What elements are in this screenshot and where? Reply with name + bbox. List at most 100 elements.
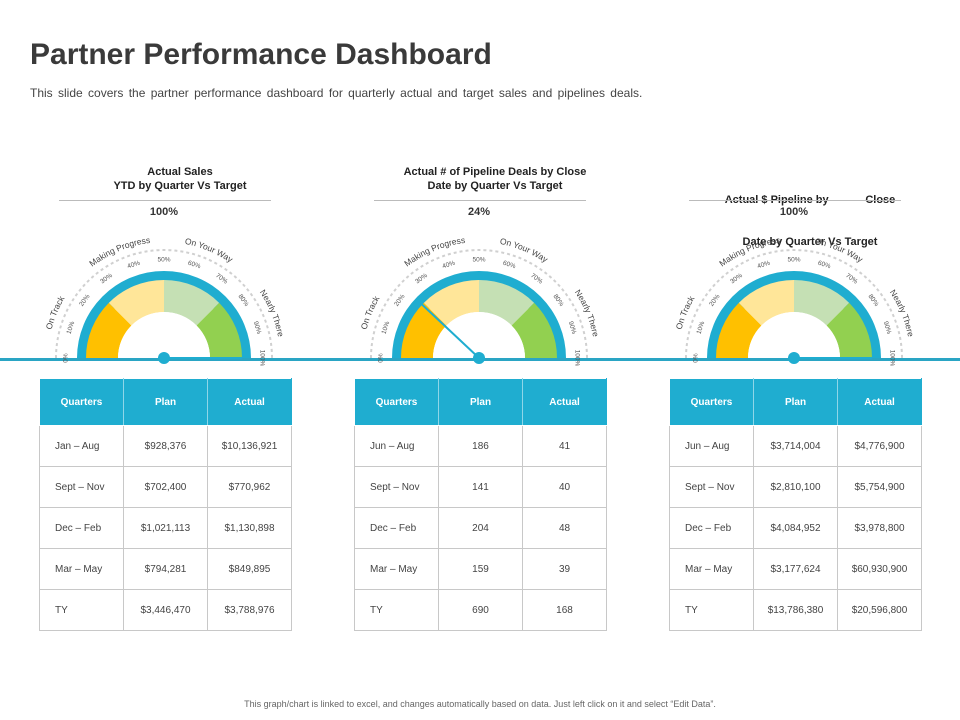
gauge-tick-label: 60% bbox=[502, 260, 517, 271]
gauge-needle-hub bbox=[158, 352, 170, 364]
table-row: Jan – Aug $928,376 $10,136,921 bbox=[39, 425, 292, 467]
gauge-dashed-arc bbox=[370, 249, 588, 359]
table-cell: $2,810,100 bbox=[753, 466, 838, 508]
gauge-tick-label: 100% bbox=[258, 350, 265, 367]
table-cell: Dec – Feb bbox=[39, 507, 124, 549]
table-row: TY $13,786,380 $20,596,800 bbox=[669, 589, 922, 631]
table-cell: $20,596,800 bbox=[837, 589, 922, 631]
gauge-panel-actual-sales: Actual Sales YTD by Quarter Vs Target 10… bbox=[34, 0, 326, 720]
table-row: Mar – May 159 39 bbox=[354, 548, 607, 590]
footer-note: This graph/chart is linked to excel, and… bbox=[244, 699, 716, 709]
table-row: Dec – Feb $4,084,952 $3,978,800 bbox=[669, 507, 922, 549]
table-cell: TY bbox=[669, 589, 754, 631]
gauge-tick-label: 60% bbox=[817, 260, 832, 271]
gauge-outer-ring bbox=[77, 271, 251, 358]
gauge-zone-label: On Track bbox=[44, 294, 67, 331]
column-header: Quarters bbox=[39, 378, 124, 426]
data-table-actual-sales: Quarters Plan Actual Jan – Aug $928,376 $1… bbox=[39, 378, 292, 631]
table-cell: TY bbox=[39, 589, 124, 631]
gauge-tick-label: 20% bbox=[78, 293, 91, 308]
gauge-tick-label: 30% bbox=[729, 272, 744, 285]
table-cell: 39 bbox=[522, 548, 607, 590]
table-cell: $3,714,004 bbox=[753, 425, 838, 467]
gauge-tick-label: 60% bbox=[187, 260, 202, 271]
gauge-zone-making-progress bbox=[738, 280, 794, 326]
gauge-chart: 0% 10% 20% 30% 40% 50% 60% 70% 80% 90% 100% On Trac… bbox=[674, 235, 916, 367]
column-header: Plan bbox=[123, 378, 208, 426]
gauge-tick-label: 80% bbox=[866, 293, 879, 308]
table-cell: 186 bbox=[438, 425, 523, 467]
gauge-zone-nearly-there bbox=[511, 302, 557, 358]
gauge-outer-ring bbox=[392, 271, 566, 358]
gauge-tick-label: 20% bbox=[708, 293, 721, 308]
table-cell: $3,788,976 bbox=[207, 589, 292, 631]
gauge-divider bbox=[59, 200, 271, 201]
gauge-title-line1: Actual Sales bbox=[147, 166, 213, 178]
gauge-tick-label: 10% bbox=[66, 320, 77, 335]
gauge-zone-making-progress bbox=[423, 280, 479, 326]
table-cell: $3,177,624 bbox=[753, 548, 838, 590]
gauge-percent: 24% bbox=[467, 206, 491, 218]
gauge-tick-label: 90% bbox=[567, 321, 578, 336]
page-subtitle: This slide covers the partner performanc… bbox=[30, 86, 643, 100]
gauge-tick-label: 50% bbox=[157, 257, 170, 264]
gauge-zone-making-progress bbox=[108, 280, 164, 326]
table-cell: $849,895 bbox=[207, 548, 292, 590]
gauge-zone-nearly-there bbox=[826, 302, 872, 358]
table-cell: 159 bbox=[438, 548, 523, 590]
table-cell: $13,786,380 bbox=[753, 589, 838, 631]
table-header-row: Quarters Plan Actual bbox=[39, 378, 292, 426]
column-header: Plan bbox=[753, 378, 838, 426]
table-header-row: Quarters Plan Actual bbox=[669, 378, 922, 426]
gauge-center bbox=[118, 312, 210, 358]
table-row: Mar – May $3,177,624 $60,930,900 bbox=[669, 548, 922, 590]
table-row: Sept – Nov 141 40 bbox=[354, 466, 607, 508]
table-cell: $1,021,113 bbox=[123, 507, 208, 549]
gauge-tick-label: 0% bbox=[63, 353, 70, 363]
gauge-tick-label: 90% bbox=[882, 321, 893, 336]
table-cell: $702,400 bbox=[123, 466, 208, 508]
table-cell: TY bbox=[354, 589, 439, 631]
gauge-tick-label: 90% bbox=[252, 321, 263, 336]
column-header: Actual bbox=[207, 378, 292, 426]
gauge-outer-ring bbox=[707, 271, 881, 358]
table-row: Jun – Aug $3,714,004 $4,776,900 bbox=[669, 425, 922, 467]
table-cell: 48 bbox=[522, 507, 607, 549]
gauge-center bbox=[748, 312, 840, 358]
gauge-title: Actual Sales YTD by Quarter Vs Target bbox=[34, 165, 326, 193]
table-cell: $928,376 bbox=[123, 425, 208, 467]
table-cell: $1,130,898 bbox=[207, 507, 292, 549]
gauge-tick-label: 40% bbox=[442, 260, 457, 271]
gauge-tick-label: 100% bbox=[888, 350, 895, 367]
table-cell: Dec – Feb bbox=[669, 507, 754, 549]
gauge-tick-label: 70% bbox=[214, 272, 229, 285]
table-cell: $3,978,800 bbox=[837, 507, 922, 549]
table-cell: $10,136,921 bbox=[207, 425, 292, 467]
table-cell: $4,776,900 bbox=[837, 425, 922, 467]
gauge-zone-on-your-way bbox=[164, 280, 220, 326]
gauge-needle-hub bbox=[788, 352, 800, 364]
table-cell: Mar – May bbox=[39, 548, 124, 590]
table-row: Dec – Feb $1,021,113 $1,130,898 bbox=[39, 507, 292, 549]
gauge-percent: 100% bbox=[779, 206, 809, 218]
gauge-divider bbox=[689, 200, 901, 201]
table-row: Sept – Nov $702,400 $770,962 bbox=[39, 466, 292, 508]
table-cell: 141 bbox=[438, 466, 523, 508]
table-cell: $3,446,470 bbox=[123, 589, 208, 631]
table-row: Mar – May $794,281 $849,895 bbox=[39, 548, 292, 590]
gauge-zone-nearly-there bbox=[196, 302, 242, 358]
gauge-percent: 100% bbox=[149, 206, 179, 218]
gauge-tick-label: 50% bbox=[787, 257, 800, 264]
gauge-tick-label: 70% bbox=[844, 272, 859, 285]
gauge-tick-label: 20% bbox=[393, 293, 406, 308]
table-cell: Sept – Nov bbox=[669, 466, 754, 508]
column-header: Actual bbox=[837, 378, 922, 426]
table-cell: Mar – May bbox=[354, 548, 439, 590]
table-cell: Sept – Nov bbox=[39, 466, 124, 508]
column-header: Plan bbox=[438, 378, 523, 426]
data-table-pipeline-deals: Quarters Plan Actual Jun – Aug 186 41 Sept… bbox=[354, 378, 607, 631]
gauge-tick-label: 10% bbox=[696, 320, 707, 335]
gauge-zone-label-text: On Track bbox=[44, 294, 67, 331]
gauge-tick-label: 100% bbox=[573, 350, 580, 367]
table-cell: Dec – Feb bbox=[354, 507, 439, 549]
